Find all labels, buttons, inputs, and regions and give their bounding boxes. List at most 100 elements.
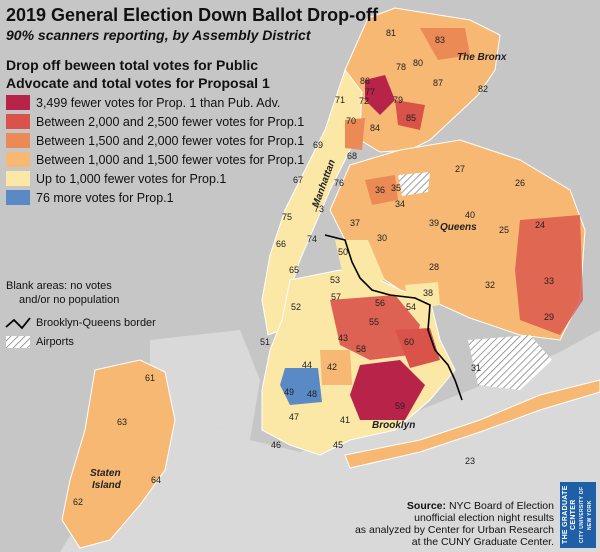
- district-label-47: 47: [289, 412, 299, 422]
- water-harbor: [150, 330, 260, 440]
- source-label: Source:: [406, 500, 447, 512]
- district-label-28: 28: [429, 262, 439, 272]
- bronx-district-83: [420, 28, 470, 60]
- source-line3: as analyzed by Center for Urban Research: [354, 524, 554, 536]
- district-label-52: 52: [291, 302, 301, 312]
- legend-label: 3,499 fewer votes for Prop. 1 than Pub. …: [36, 95, 281, 110]
- legend: Drop off beween total votes for Public A…: [6, 56, 336, 206]
- staten-island-region: [61, 359, 176, 549]
- legend-label: Between 2,000 and 2,500 fewer votes for …: [36, 114, 305, 129]
- district-label-35: 35: [391, 183, 401, 193]
- district-label-54: 54: [406, 302, 416, 312]
- district-label-68: 68: [347, 151, 357, 161]
- district-label-56: 56: [375, 298, 385, 308]
- logo-line1: THE GRADUATE CENTER: [562, 485, 577, 545]
- brooklyn-district-42: [320, 350, 352, 385]
- legend-swatch: [6, 171, 30, 186]
- district-label-38: 38: [423, 288, 433, 298]
- district-label-26: 26: [515, 178, 525, 188]
- map-subtitle: 90% scanners reporting, by Assembly Dist…: [6, 27, 311, 43]
- title-block: 2019 General Election Down Ballot Drop-o…: [6, 4, 378, 44]
- source-line2: unofficial election night results: [414, 512, 554, 524]
- queens-east-coral: [515, 215, 583, 335]
- legend-label: Between 1,000 and 1,500 fewer votes for …: [36, 152, 305, 167]
- blank-areas-line1: Blank areas: no votes: [6, 280, 112, 292]
- district-label-57: 57: [331, 292, 341, 302]
- district-label-59: 59: [395, 401, 405, 411]
- district-label-34: 34: [395, 199, 405, 209]
- district-label-36: 36: [375, 185, 385, 195]
- legend-swatch: [6, 95, 30, 110]
- border-note: Brooklyn-Queens border: [36, 317, 156, 329]
- brooklyn-district-48: [280, 368, 322, 405]
- borough-label-queens: Queens: [440, 222, 477, 233]
- brooklyn-coral-band: [330, 295, 420, 360]
- district-label-40: 40: [465, 210, 475, 220]
- district-label-61: 61: [145, 373, 155, 383]
- district-label-62: 62: [73, 497, 83, 507]
- district-label-39: 39: [429, 218, 439, 228]
- legend-item: Between 1,500 and 2,000 fewer votes for …: [6, 132, 336, 149]
- district-label-49: 49: [284, 387, 294, 397]
- bronx-red-districts: [365, 75, 395, 115]
- district-label-83: 83: [435, 35, 445, 45]
- district-label-87: 87: [433, 78, 443, 88]
- legend-label: Between 1,500 and 2,000 fewer votes for …: [36, 133, 305, 148]
- district-label-60: 60: [404, 337, 414, 347]
- legend-item: 76 more votes for Prop.1: [6, 189, 336, 206]
- district-label-81: 81: [386, 28, 396, 38]
- legend-item: Up to 1,000 fewer votes for Prop.1: [6, 170, 336, 187]
- district-label-82: 82: [478, 84, 488, 94]
- legend-item: Between 1,000 and 1,500 fewer votes for …: [6, 151, 336, 168]
- district-label-55: 55: [369, 317, 379, 327]
- queens-west-yellow: [335, 240, 385, 285]
- district-label-80: 80: [413, 58, 423, 68]
- district-label-71: 71: [335, 95, 345, 105]
- laguardia-airport: [398, 172, 430, 196]
- borough-label-bronx: The Bronx: [457, 52, 507, 63]
- queens-district-38: [405, 282, 440, 310]
- legend-swatch: [6, 190, 30, 205]
- legend-item: Between 2,000 and 2,500 fewer votes for …: [6, 113, 336, 130]
- source-line1: NYC Board of Election: [448, 500, 554, 512]
- jfk-airport: [468, 335, 552, 390]
- legend-title: Drop off beween total votes for Public A…: [6, 57, 270, 91]
- district-label-64: 64: [151, 475, 161, 485]
- district-label-74: 74: [307, 234, 317, 244]
- district-label-66: 66: [276, 239, 286, 249]
- water-ocean: [120, 440, 600, 552]
- district-label-23: 23: [465, 456, 475, 466]
- district-label-78: 78: [396, 62, 406, 72]
- brooklyn-district-60: [395, 328, 440, 368]
- district-label-69: 69: [313, 140, 323, 150]
- district-label-46: 46: [271, 440, 281, 450]
- district-label-33: 33: [544, 276, 554, 286]
- district-label-41: 41: [340, 415, 350, 425]
- district-label-79: 79: [393, 95, 403, 105]
- borough-label-brooklyn: Brooklyn: [372, 420, 415, 431]
- district-label-70: 70: [346, 116, 356, 126]
- logo-line2: CITY UNIVERSITY OF NEW YORK: [579, 486, 593, 544]
- district-label-29: 29: [544, 312, 554, 322]
- district-label-73: 73: [314, 204, 324, 214]
- brooklyn-district-59: [350, 360, 425, 420]
- queens-district-36: [365, 175, 398, 205]
- district-label-53: 53: [330, 275, 340, 285]
- district-label-43: 43: [338, 333, 348, 343]
- brooklyn-queens-border: [324, 234, 463, 401]
- legend-border-sample: [5, 317, 31, 330]
- district-label-85: 85: [406, 113, 416, 123]
- legend-label: Up to 1,000 fewer votes for Prop.1: [36, 171, 227, 186]
- legend-items: 3,499 fewer votes for Prop. 1 than Pub. …: [6, 94, 336, 206]
- blank-areas-line2: and/or no population: [19, 294, 120, 306]
- district-label-84: 84: [370, 123, 380, 133]
- district-label-31: 31: [471, 363, 481, 373]
- borough-label-staten-1: Staten: [90, 468, 121, 479]
- legend-item: 3,499 fewer votes for Prop. 1 than Pub. …: [6, 94, 336, 111]
- district-label-48: 48: [307, 389, 317, 399]
- district-label-32: 32: [485, 280, 495, 290]
- district-label-24: 24: [535, 220, 545, 230]
- district-label-75: 75: [282, 212, 292, 222]
